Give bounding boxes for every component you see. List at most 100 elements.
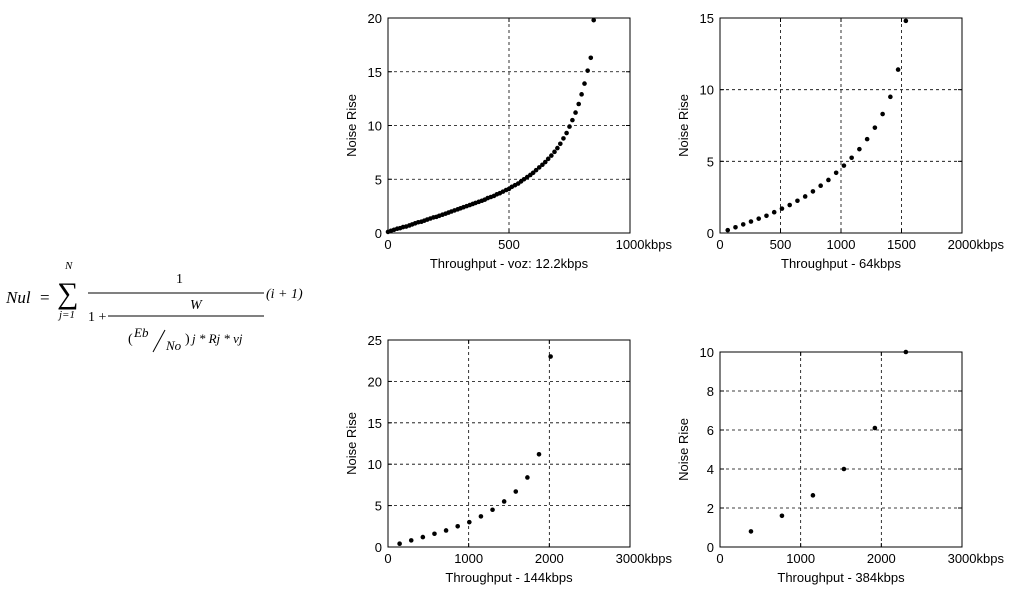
data-point [549, 153, 554, 158]
y-tick-label: 5 [707, 154, 714, 169]
y-tick-label: 5 [375, 172, 382, 187]
data-point [561, 136, 566, 141]
data-point [548, 354, 553, 359]
x-axis-label: Throughput - 144kbps [445, 570, 573, 585]
x-tick-label: 0 [716, 551, 723, 566]
data-point [780, 514, 785, 519]
x-tick-label: 0 [384, 551, 391, 566]
data-point [826, 178, 831, 183]
y-tick-label: 20 [368, 11, 382, 26]
data-point [756, 216, 761, 221]
x-tick-label: 0 [716, 237, 723, 252]
data-point [588, 55, 593, 60]
y-tick-label: 25 [368, 333, 382, 348]
data-point [467, 520, 472, 525]
data-point [585, 68, 590, 73]
plot-area [388, 340, 630, 547]
data-point [904, 19, 909, 24]
y-tick-label: 15 [368, 416, 382, 431]
data-point [570, 118, 575, 123]
data-point [733, 225, 738, 230]
data-point [896, 67, 901, 72]
x-tick-label: 500 [770, 237, 792, 252]
y-tick-label: 2 [707, 501, 714, 516]
x-tick-label: 2000kbps [948, 237, 1005, 252]
y-tick-label: 10 [700, 345, 714, 360]
data-point [873, 125, 878, 130]
x-tick-label: 1000 [827, 237, 856, 252]
y-tick-label: 10 [700, 83, 714, 98]
y-axis-label: Noise Rise [676, 94, 691, 157]
data-point [811, 493, 816, 498]
data-point [842, 467, 847, 472]
data-point [811, 189, 816, 194]
y-tick-label: 5 [375, 499, 382, 514]
data-point [857, 147, 862, 152]
x-tick-label: 2000 [535, 551, 564, 566]
y-tick-label: 0 [707, 540, 714, 555]
y-axis-label: Noise Rise [344, 412, 359, 475]
x-tick-label: 1500 [887, 237, 916, 252]
x-tick-label: 0 [384, 237, 391, 252]
data-point [904, 350, 909, 355]
x-axis-label: Throughput - 384kbps [777, 570, 905, 585]
data-point [725, 228, 730, 233]
data-point [567, 124, 572, 129]
x-tick-label: 3000kbps [616, 551, 673, 566]
y-tick-label: 10 [368, 457, 382, 472]
data-point [479, 514, 484, 519]
y-tick-label: 20 [368, 374, 382, 389]
data-point [764, 214, 769, 219]
data-point [502, 499, 507, 504]
y-axis-label: Noise Rise [676, 418, 691, 481]
y-tick-label: 15 [700, 11, 714, 26]
data-point [818, 183, 823, 188]
data-point [787, 203, 792, 208]
chart-2: 0 500 1000 1500 2000kbps 0 5 10 15 Throughput - 6… [676, 11, 1004, 271]
data-point [421, 535, 426, 540]
data-point [880, 112, 885, 117]
data-point [455, 524, 460, 529]
x-tick-label: 2000 [867, 551, 896, 566]
data-point [803, 194, 808, 199]
data-point [582, 81, 587, 86]
plot-area [720, 352, 962, 547]
data-point [576, 102, 581, 107]
data-point [579, 92, 584, 97]
y-tick-label: 10 [368, 119, 382, 134]
data-point [558, 141, 563, 146]
data-point [865, 137, 870, 142]
y-tick-label: 0 [375, 226, 382, 241]
data-point [444, 528, 449, 533]
x-tick-label: 500 [498, 237, 520, 252]
y-tick-label: 0 [375, 540, 382, 555]
data-point [525, 475, 530, 480]
data-point [409, 538, 414, 543]
y-tick-label: 6 [707, 423, 714, 438]
data-point [432, 531, 437, 536]
chart-3: 0 1000 2000 3000kbps 0 5 10 15 20 25 Throughput - … [344, 333, 672, 585]
data-point [397, 541, 402, 546]
data-point [873, 426, 878, 431]
data-point [564, 131, 569, 136]
data-point [555, 146, 560, 151]
y-tick-label: 15 [368, 65, 382, 80]
data-point [780, 206, 785, 211]
y-tick-label: 4 [707, 462, 714, 477]
data-point [749, 529, 754, 534]
x-tick-label: 1000 [454, 551, 483, 566]
data-point [552, 150, 557, 155]
data-point [772, 210, 777, 215]
chart-4: 0 1000 2000 3000kbps 0 2 4 6 8 10 Throughput - 384… [676, 345, 1004, 585]
data-point [849, 155, 854, 160]
x-axis-label: Throughput - 64kbps [781, 256, 901, 271]
y-axis-label: Noise Rise [344, 94, 359, 157]
x-tick-label: 1000 [786, 551, 815, 566]
data-point [888, 95, 893, 100]
y-tick-label: 0 [707, 226, 714, 241]
data-point [741, 222, 746, 227]
data-point [490, 507, 495, 512]
y-tick-label: 8 [707, 384, 714, 399]
x-tick-label: 3000kbps [948, 551, 1005, 566]
